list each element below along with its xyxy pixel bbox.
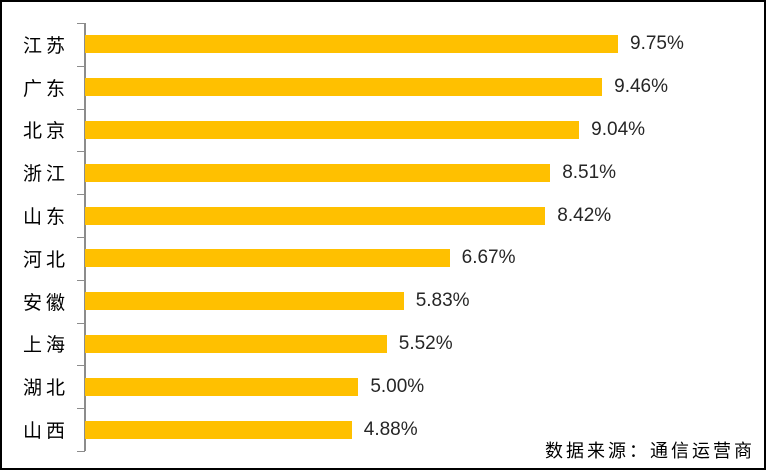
chart-row: 浙江 8.51% — [0, 151, 769, 194]
chart-row: 江苏 9.75% — [0, 23, 769, 66]
bar — [85, 249, 450, 268]
value-label: 8.51% — [562, 161, 617, 183]
value-label: 8.42% — [557, 204, 612, 226]
y-axis-tick — [77, 151, 85, 153]
chart-row: 上海 5.52% — [0, 323, 769, 366]
y-axis-line — [84, 23, 86, 451]
chart-row: 安徽 5.83% — [0, 280, 769, 323]
category-label: 上海 — [22, 335, 69, 357]
category-label: 山西 — [22, 421, 69, 443]
bar — [85, 78, 603, 97]
y-axis-tick — [77, 279, 85, 281]
chart-row: 河北 6.67% — [0, 237, 769, 280]
bar — [85, 377, 359, 396]
chart-row: 山西 4.88% — [0, 408, 769, 451]
category-label: 广东 — [22, 78, 69, 100]
y-axis-tick — [77, 237, 85, 238]
y-axis-tick — [77, 23, 85, 24]
y-axis-tick — [77, 451, 85, 452]
value-label: 6.67% — [461, 247, 516, 269]
bar — [85, 163, 551, 182]
bar — [85, 35, 618, 54]
y-axis-tick — [77, 108, 85, 110]
category-label: 北京 — [22, 121, 69, 143]
category-label: 安徽 — [22, 292, 69, 314]
category-label: 浙江 — [22, 164, 69, 186]
chart-row: 山东 8.42% — [0, 194, 769, 237]
chart-row: 湖北 5.00% — [0, 365, 769, 408]
y-axis-tick — [77, 65, 85, 67]
value-label: 9.46% — [614, 76, 669, 98]
value-label: 5.00% — [370, 375, 425, 397]
chart-row: 北京 9.04% — [0, 109, 769, 152]
value-label: 4.88% — [363, 418, 418, 440]
value-label: 9.04% — [591, 118, 646, 140]
source-note: 数据来源：通信运营商 — [545, 441, 755, 461]
value-label: 5.83% — [415, 290, 470, 312]
y-axis-tick — [77, 408, 85, 410]
bar — [85, 334, 387, 353]
chart-row: 广东 9.46% — [0, 66, 769, 109]
bar — [85, 292, 404, 311]
value-label: 9.75% — [630, 33, 684, 55]
y-axis-tick — [77, 322, 85, 324]
bar — [85, 120, 580, 139]
bar — [85, 420, 352, 439]
y-axis-tick — [77, 365, 85, 367]
category-label: 河北 — [22, 249, 69, 271]
bar — [85, 206, 546, 225]
value-label: 5.52% — [398, 332, 453, 354]
category-label: 江苏 — [22, 35, 69, 57]
y-axis-tick — [77, 194, 85, 196]
category-label: 山东 — [22, 207, 69, 229]
category-label: 湖北 — [22, 378, 69, 400]
